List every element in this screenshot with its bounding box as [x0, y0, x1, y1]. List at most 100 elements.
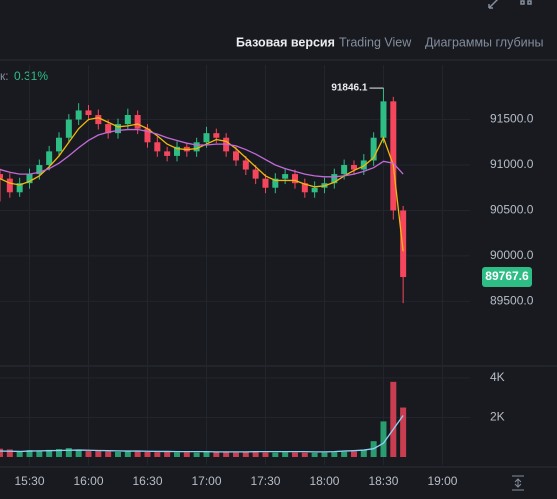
volume-bar: [331, 452, 338, 457]
y-tick-label: 89500.0: [490, 294, 534, 308]
candle-body: [36, 165, 43, 175]
volume-bar: [360, 450, 367, 457]
y-tick-label: 91000.0: [490, 157, 534, 171]
tab[interactable]: Базовая версия: [236, 35, 335, 49]
volume-bar: [0, 448, 3, 457]
change-value: 0.31%: [14, 69, 48, 83]
last-price-badge: [482, 267, 532, 288]
settings-icon-part: [527, 0, 532, 5]
volume-bar: [272, 452, 279, 457]
moving-average: [0, 117, 404, 252]
volume-bar: [301, 452, 308, 457]
x-tick-label: 19:00: [427, 474, 457, 488]
candle-body: [291, 174, 298, 184]
volume-bar: [252, 452, 259, 457]
candle-body: [252, 169, 259, 179]
candle-body: [144, 128, 151, 143]
candle-body: [65, 119, 72, 138]
volume-bar: [262, 452, 269, 457]
volume-bar: [341, 451, 348, 457]
candle-body: [390, 101, 397, 211]
candle-body: [213, 133, 220, 138]
candle-body: [95, 115, 102, 125]
candle-body: [341, 165, 348, 175]
candle-body: [114, 124, 121, 134]
x-tick-label: 18:00: [309, 474, 339, 488]
volume-bar: [65, 448, 72, 457]
top-icons: [488, 0, 532, 9]
volume-bar: [144, 451, 151, 457]
candle-body: [311, 187, 318, 193]
y-tick-label: 90000.0: [490, 248, 534, 262]
candle-body: [262, 178, 269, 188]
candle-body: [46, 151, 53, 165]
volume-bar: [6, 449, 13, 457]
expand-icon[interactable]: [488, 0, 499, 9]
volume-average: [0, 415, 404, 453]
candle-body: [380, 101, 387, 138]
candle-body: [26, 174, 33, 184]
volume-bar: [213, 452, 220, 457]
tab[interactable]: Trading View: [339, 35, 412, 49]
candle-body: [370, 137, 377, 161]
y-tick-label: 91500.0: [490, 112, 534, 126]
candle-body: [350, 165, 357, 170]
x-tick-label: 16:00: [73, 474, 103, 488]
volume-bar: [36, 450, 43, 457]
y-tick-label: 90500.0: [490, 203, 534, 217]
change-label: к:: [0, 69, 9, 83]
candle-body: [193, 142, 200, 152]
candle-body: [124, 115, 131, 125]
volume-bar: [193, 452, 200, 457]
volume-bar: [164, 452, 171, 457]
candle-body: [134, 115, 141, 129]
volume-bar: [154, 452, 161, 457]
candle-body: [85, 110, 92, 115]
candle-body: [360, 160, 367, 170]
candle-body: [400, 210, 407, 278]
volume-bar: [282, 452, 289, 457]
settings-icon[interactable]: [520, 0, 525, 5]
candle-body: [301, 183, 308, 193]
x-tick-label: 17:00: [191, 474, 221, 488]
candle-body: [105, 124, 112, 134]
tab[interactable]: Диаграммы глубины: [425, 35, 544, 49]
volume-tick-label: 4K: [490, 370, 505, 384]
volume-bar: [124, 451, 131, 457]
candle-body: [55, 137, 62, 152]
volume-bar: [350, 451, 357, 457]
volume-bar: [203, 451, 210, 457]
last-price: 89767.6: [485, 269, 529, 283]
moving-average: [0, 128, 404, 178]
volume-bar: [390, 381, 397, 457]
volume-bar: [400, 407, 407, 457]
volume-bar: [173, 452, 180, 457]
candle-body: [16, 183, 23, 193]
volume-bar: [55, 449, 62, 457]
candle-body: [173, 146, 180, 156]
candle-body: [203, 133, 210, 143]
volume-bar: [380, 421, 387, 457]
volume-bar: [134, 451, 141, 457]
volume-bar: [85, 451, 92, 457]
candle-body: [6, 178, 13, 193]
volume-bar: [321, 452, 328, 457]
volume-bar: [291, 452, 298, 457]
volume-bar: [75, 449, 82, 457]
volume-bar: [232, 452, 239, 457]
candle-body: [242, 160, 249, 170]
candle-body: [282, 174, 289, 179]
scale-icon[interactable]: [512, 475, 524, 491]
volume-tick-label: 2K: [490, 410, 505, 424]
candle-body: [75, 110, 82, 120]
volume-bar: [311, 452, 318, 457]
x-tick-label: 17:30: [250, 474, 280, 488]
candle-body: [0, 174, 3, 179]
volume-bar: [105, 451, 112, 457]
volume-bar: [223, 452, 230, 457]
candle-body: [164, 151, 171, 156]
volume-bar: [242, 452, 249, 457]
high-label: 91846.1: [331, 83, 368, 94]
